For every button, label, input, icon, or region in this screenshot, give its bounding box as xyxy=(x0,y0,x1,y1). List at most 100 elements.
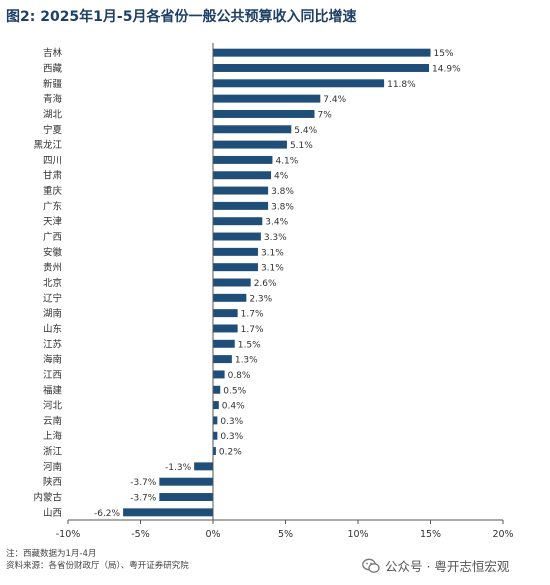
data-label: 0.5% xyxy=(223,386,246,396)
category-label: 湖北 xyxy=(43,109,63,120)
category-label: 浙江 xyxy=(43,446,63,458)
plot-area: 吉林 15% 西藏 14.9% 新疆 11.8% 青海 7.4% 湖北 7% 宁夏 5.4% 黑龙江 5.… xyxy=(33,43,514,540)
bar xyxy=(213,385,221,394)
bar xyxy=(213,247,258,256)
bar xyxy=(213,186,269,195)
data-label: 3.3% xyxy=(264,233,287,243)
category-label: 云南 xyxy=(43,415,62,427)
data-label: 0.2% xyxy=(219,448,242,458)
category-label: 黑龙江 xyxy=(33,139,62,151)
bar xyxy=(159,493,213,501)
category-label: 吉林 xyxy=(43,47,63,59)
data-label: 14.9% xyxy=(432,64,461,74)
data-label: 3.1% xyxy=(261,264,284,274)
x-tick-label: -10% xyxy=(56,529,81,540)
data-label: -1.3% xyxy=(165,463,192,473)
data-label: 0.3% xyxy=(220,417,243,427)
bar xyxy=(213,278,251,287)
category-label: 北京 xyxy=(43,277,62,289)
chart-title: 图2: 2025年1月-5月各省份一般公共预算收入同比增速 xyxy=(6,9,357,25)
note-line: 注：西藏数据为1月-4月 xyxy=(6,549,97,559)
bar xyxy=(213,232,261,241)
category-label: 贵州 xyxy=(43,262,62,274)
data-label: 0.8% xyxy=(228,371,251,381)
category-label: 重庆 xyxy=(43,185,63,197)
watermark-text: 公众号 · 粤开志恒宏观 xyxy=(385,559,510,574)
bar xyxy=(213,48,431,57)
category-label: 新疆 xyxy=(43,78,63,90)
category-label: 福建 xyxy=(43,384,63,396)
bar xyxy=(213,401,219,410)
bar xyxy=(213,201,269,210)
footnotes: 注：西藏数据为1月-4月 资料来源：各省份财政厅（局）、粤开证券研究院 xyxy=(6,548,189,572)
category-label: 江西 xyxy=(43,370,62,381)
data-label: 1.7% xyxy=(241,310,264,320)
bar xyxy=(213,109,315,118)
category-label: 上海 xyxy=(43,430,63,442)
source-line: 资料来源：各省份财政厅（局）、粤开证券研究院 xyxy=(6,561,189,571)
bar xyxy=(213,416,218,425)
category-label: 广东 xyxy=(43,200,62,212)
bar xyxy=(213,217,263,226)
bar xyxy=(213,79,385,88)
category-label: 湖南 xyxy=(43,308,62,320)
x-tick-label: 15% xyxy=(420,529,441,540)
data-label: 3.8% xyxy=(271,202,294,212)
bar xyxy=(123,508,213,517)
bar xyxy=(213,263,258,272)
category-label: 西藏 xyxy=(43,62,63,74)
data-label: -6.2% xyxy=(94,509,121,519)
data-label: 3.1% xyxy=(261,248,284,258)
bar xyxy=(213,155,273,164)
bar xyxy=(213,140,287,149)
x-tick-label: 10% xyxy=(347,529,368,540)
data-label: 2.6% xyxy=(254,279,277,289)
wechat-icon xyxy=(362,558,380,573)
category-label: 河南 xyxy=(43,461,62,473)
data-label: 4.1% xyxy=(275,156,298,166)
category-label: 江苏 xyxy=(43,338,63,350)
bar xyxy=(213,447,216,456)
data-label: 5.1% xyxy=(290,141,313,151)
data-label: 5.4% xyxy=(294,126,317,136)
bar xyxy=(213,431,218,440)
bar xyxy=(213,339,235,348)
x-tick-label: 0% xyxy=(205,529,220,540)
data-label: 1.3% xyxy=(235,356,258,366)
bar xyxy=(213,324,238,333)
bar xyxy=(194,462,213,471)
data-label: 11.8% xyxy=(387,80,416,90)
bar xyxy=(213,94,321,103)
bar-chart: 吉林 15% 西藏 14.9% 新疆 11.8% 青海 7.4% 湖北 7% 宁夏 5.4% 黑龙江 5.… xyxy=(33,43,514,540)
category-label: 甘肃 xyxy=(43,170,62,182)
data-label: 3.4% xyxy=(265,218,288,228)
category-label: 山东 xyxy=(43,323,62,335)
bar xyxy=(213,171,271,180)
category-label: 内蒙古 xyxy=(33,492,62,504)
data-label: 2.3% xyxy=(249,294,272,304)
data-label: 1.5% xyxy=(238,340,261,350)
data-label: 3.8% xyxy=(271,187,294,197)
category-label: 河北 xyxy=(43,400,63,412)
bar xyxy=(159,477,213,486)
category-label: 陕西 xyxy=(43,476,62,488)
category-label: 安徽 xyxy=(43,246,63,258)
bar xyxy=(213,309,238,318)
bar xyxy=(213,125,292,134)
x-tick-label: -5% xyxy=(131,529,150,540)
data-label: 0.4% xyxy=(222,402,245,412)
watermark: 公众号 · 粤开志恒宏观 xyxy=(362,556,509,575)
category-label: 天津 xyxy=(43,217,63,228)
category-label: 海南 xyxy=(43,354,62,366)
category-label: 山西 xyxy=(43,508,62,519)
data-label: 0.3% xyxy=(220,432,243,442)
category-label: 青海 xyxy=(43,93,63,105)
bar xyxy=(213,293,247,302)
data-label: -3.7% xyxy=(130,494,157,504)
x-tick-label: 20% xyxy=(492,529,513,540)
data-label: 15% xyxy=(434,49,454,59)
category-label: 宁夏 xyxy=(43,124,63,136)
bar xyxy=(213,355,232,364)
bar xyxy=(213,64,430,72)
data-label: 1.7% xyxy=(241,325,264,335)
